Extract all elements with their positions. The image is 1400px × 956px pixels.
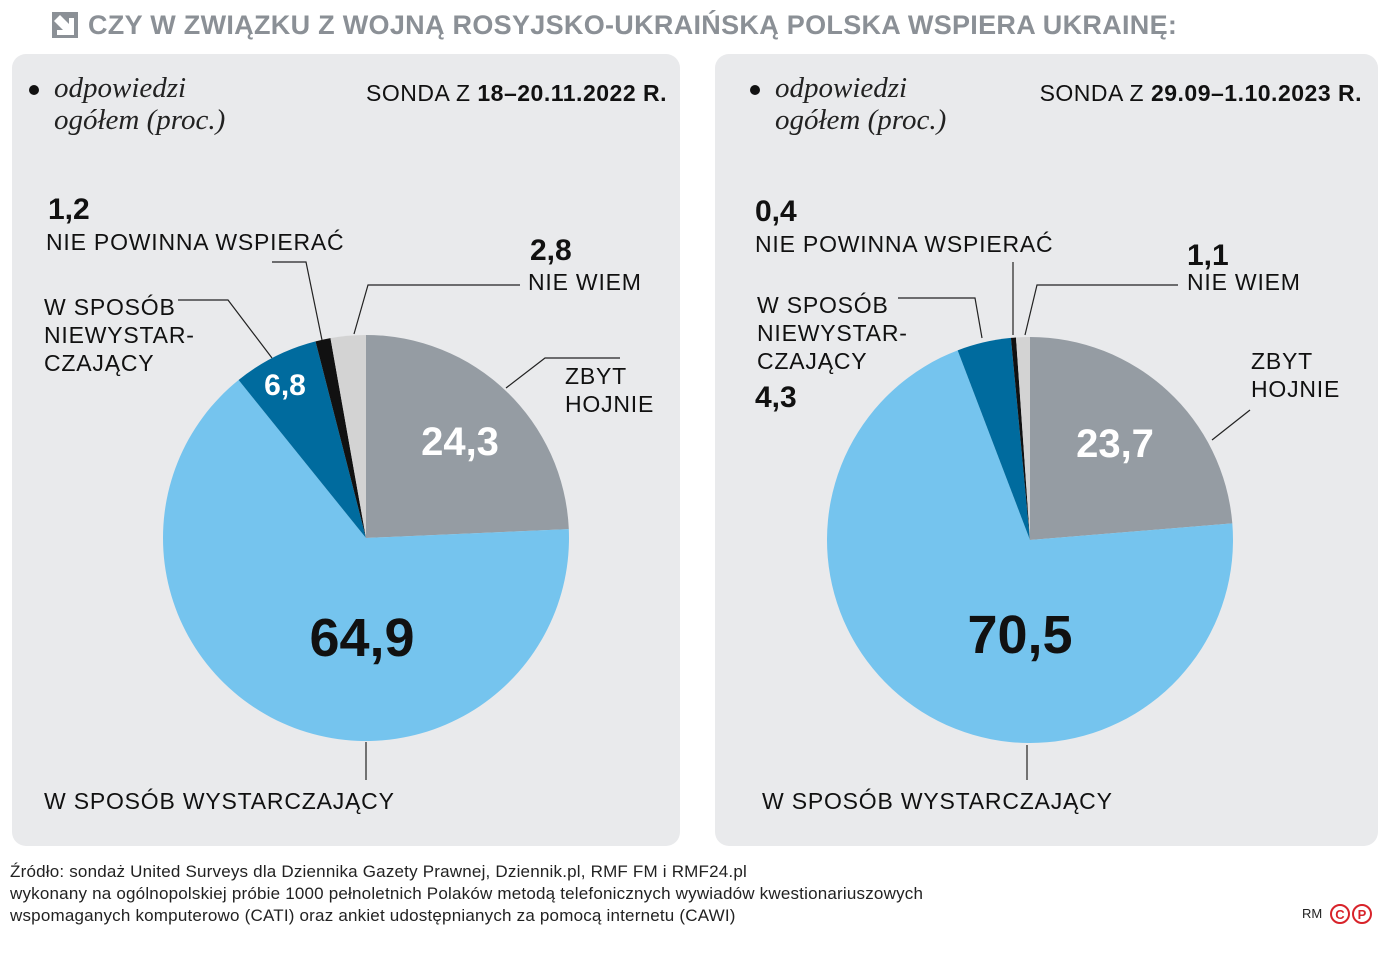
- category-label: W SPOSÓB WYSTARCZAJĄCY: [44, 788, 395, 814]
- leader-line: [1024, 284, 1178, 336]
- leader-line: [1211, 409, 1251, 441]
- source-line: wykonany na ogólnopolskiej próbie 1000 p…: [10, 884, 924, 903]
- value-label: 23,7: [1076, 422, 1154, 466]
- title: CZY W ZWIĄZKU Z WOJNĄ ROSYJSKO-UKRAIŃSKĄ…: [88, 10, 1178, 40]
- subtitle: odpowiedzi ogółem (proc.): [775, 72, 947, 136]
- pie-slice: [238, 341, 366, 538]
- bullet: [750, 85, 760, 95]
- leader-line: [505, 357, 620, 389]
- pie-slice: [1030, 337, 1233, 540]
- pie-slice: [957, 337, 1030, 540]
- logo-letter: C: [1335, 907, 1345, 922]
- value-label: 0,4: [755, 195, 797, 228]
- leader-line: [272, 261, 323, 341]
- pie-slice: [330, 335, 366, 538]
- category-label: NIE POWINNA WSPIERAĆ: [46, 229, 345, 255]
- pie-slice: [162, 379, 570, 742]
- survey-label: SONDA Z: [366, 80, 471, 106]
- source-line: wspomaganych komputerowo (CATI) oraz ank…: [10, 906, 736, 925]
- source-line: Źródło: sondaż United Surveys dla Dzienn…: [10, 862, 747, 881]
- category-label: W SPOSÓB NIEWYSTAR- CZAJĄCY: [757, 292, 908, 374]
- leader-line: [353, 284, 520, 335]
- leader-line: [178, 299, 273, 359]
- category-label: ZBYT HOJNIE: [565, 363, 655, 417]
- credit: RM: [1302, 906, 1323, 921]
- leader-line: [898, 297, 983, 339]
- survey-date: 18–20.11.2022 R.: [477, 80, 667, 106]
- value-label: 2,8: [530, 234, 572, 267]
- category-label: W SPOSÓB WYSTARCZAJĄCY: [762, 788, 1113, 814]
- survey-date: 29.09–1.10.2023 R.: [1150, 80, 1362, 106]
- category-label: W SPOSÓB NIEWYSTAR- CZAJĄCY: [44, 294, 195, 376]
- pie-slice: [315, 338, 366, 538]
- subtitle: odpowiedzi ogółem (proc.): [54, 72, 226, 136]
- pie-slice: [1010, 337, 1030, 540]
- bullet: [29, 85, 39, 95]
- value-label: 1,1: [1187, 239, 1229, 272]
- value-label: 1,2: [48, 193, 90, 226]
- title-icon: [52, 12, 78, 38]
- survey: SONDA Z 18–20.11.2022 R.: [366, 80, 667, 107]
- value-label: 4,3: [755, 381, 797, 414]
- logo-letter: P: [1358, 907, 1367, 922]
- value-label: 6,8: [264, 369, 306, 402]
- pie-slice: [826, 350, 1234, 743]
- category-label: NIE POWINNA WSPIERAĆ: [755, 231, 1054, 257]
- category-label: NIE WIEM: [1187, 269, 1301, 295]
- value-label: 24,3: [421, 420, 499, 464]
- survey-label: SONDA Z: [1039, 80, 1145, 106]
- value-label: 70,5: [967, 605, 1073, 665]
- pie-slice: [1015, 337, 1030, 540]
- value-label: 64,9: [309, 608, 415, 668]
- category-label: NIE WIEM: [528, 269, 642, 295]
- pie-slice: [366, 335, 569, 538]
- category-label: ZBYT HOJNIE: [1251, 348, 1341, 402]
- logo: C P: [1330, 904, 1372, 924]
- survey: SONDA Z 29.09–1.10.2023 R.: [1040, 80, 1362, 107]
